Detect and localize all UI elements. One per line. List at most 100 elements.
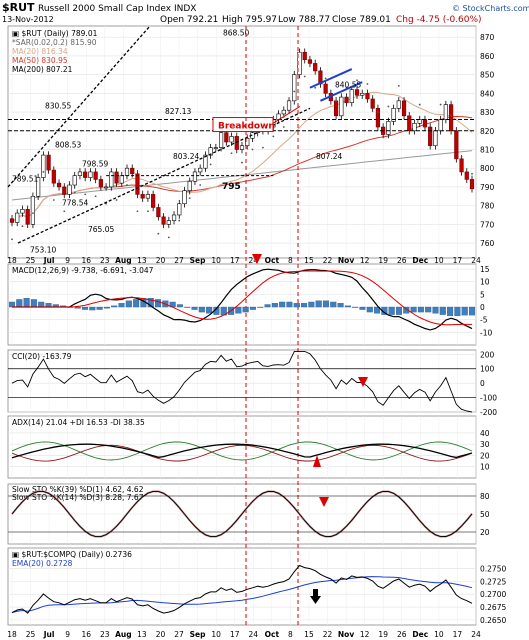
x-tick-label-bottom: Aug <box>115 630 132 639</box>
y-tick-macd: 10 <box>480 278 490 287</box>
sar-dot <box>73 191 76 194</box>
sar-dot <box>157 232 160 235</box>
candle-body <box>145 194 151 199</box>
sar-dot <box>220 148 222 151</box>
macd-signal-line <box>12 270 472 326</box>
candle-body <box>72 175 77 186</box>
sar-dot <box>251 148 254 151</box>
candle-body <box>98 179 103 188</box>
candle-body <box>177 203 182 216</box>
x-tick-label: 23 <box>100 256 110 265</box>
macd-histogram-bar <box>176 304 183 308</box>
sar-dot <box>11 238 13 241</box>
candle-body <box>391 108 396 122</box>
candle-body <box>365 93 370 100</box>
y-tick-price: 800 <box>480 164 495 173</box>
price-legend-2: MA(20) 816.34 <box>12 47 68 56</box>
candle-body <box>187 180 192 191</box>
sar-dot <box>408 114 411 117</box>
x-tick-label: 8 <box>288 256 293 265</box>
sar-dot <box>52 199 55 201</box>
y-tick-price: 850 <box>480 71 495 80</box>
cci-line <box>11 350 473 413</box>
candle-body <box>375 108 381 128</box>
x-tick-label: 15 <box>304 256 314 265</box>
x-tick-label-bottom: 26 <box>397 630 407 639</box>
sar-dot <box>199 184 202 186</box>
x-tick-label-bottom: Dec <box>412 630 428 639</box>
candle-body <box>135 173 140 195</box>
candle-body <box>88 171 93 178</box>
y-tick-ratio: 0.2700 <box>480 590 506 599</box>
macd-histogram-bar <box>271 303 278 308</box>
candle-body <box>302 51 307 60</box>
y-tick-ratio: 0.2750 <box>480 565 506 574</box>
channel-top <box>309 68 353 89</box>
sar-dot <box>241 161 243 164</box>
macd-histogram-bar <box>425 306 432 313</box>
sar-dot <box>439 103 442 106</box>
y-tick-cci: -100 <box>480 394 497 403</box>
macd-histogram-bar <box>264 304 271 308</box>
sar-dot <box>450 114 452 117</box>
candle-body <box>307 59 313 64</box>
sto-k-line <box>11 490 473 538</box>
y-tick-sto: 20 <box>480 528 490 537</box>
y-tick-price: 760 <box>480 239 495 248</box>
x-tick-label: 18 <box>7 256 17 265</box>
candle-body <box>224 132 229 143</box>
price-label: 798.59 <box>82 159 108 168</box>
x-tick-label: 26 <box>397 256 407 265</box>
candle-body <box>313 63 318 72</box>
candle-body <box>114 171 119 184</box>
macd-histogram-bar <box>454 306 461 317</box>
x-tick-label-bottom: 22 <box>323 630 333 639</box>
watermark: © StockCharts.com <box>452 4 529 13</box>
x-tick-label: 22 <box>323 256 333 265</box>
candle-body <box>438 119 443 132</box>
change-value: Chg -4.75 (-0.60%) <box>396 15 482 25</box>
candle-body <box>459 158 464 173</box>
sar-dot <box>94 195 97 198</box>
candle-body <box>412 122 417 132</box>
x-tick-label-bottom: Sep <box>190 630 206 639</box>
macd-histogram-bar <box>191 306 198 310</box>
macd-histogram-bar <box>322 300 329 308</box>
x-tick-label: 10 <box>434 256 444 265</box>
sto-legend-2: Slow STO %K(14) %D(3) 8.28, 7.67 <box>12 493 144 502</box>
plus-di-line <box>11 441 473 461</box>
y-tick-cci: 100 <box>480 365 495 374</box>
candle-body <box>428 126 433 147</box>
macd-histogram-bar <box>118 303 125 308</box>
macd-histogram-bar <box>439 306 446 315</box>
sar-dot <box>178 219 181 222</box>
macd-histogram-bar <box>308 301 315 308</box>
macd-histogram-bar <box>103 306 110 309</box>
macd-histogram-bar <box>359 306 366 310</box>
macd-histogram-bar <box>461 306 468 316</box>
candle-body <box>192 171 198 182</box>
x-tick-label: 16 <box>81 256 91 265</box>
x-tick-label-bottom: 27 <box>174 630 184 639</box>
y-tick-sto: 80 <box>480 492 490 501</box>
macd-histogram-bar <box>184 306 191 308</box>
sar-dot <box>366 83 369 85</box>
macd-histogram-bar <box>468 306 476 316</box>
candle-body <box>218 132 224 148</box>
x-tick-label-bottom: Jul <box>43 630 55 639</box>
sar-dot <box>230 152 233 155</box>
y-tick-macd: 15 <box>480 265 490 274</box>
macd-histogram-bar <box>279 301 286 308</box>
sar-dot <box>209 163 212 166</box>
macd-histogram-bar <box>293 303 300 308</box>
candle-body <box>140 194 145 199</box>
x-tick-label: 19 <box>378 256 388 265</box>
candle-body <box>171 214 177 221</box>
ratio-legend: ▣ $RUT:$COMPQ (Daily) 0.2736 <box>12 550 132 559</box>
macd-histogram-bar <box>286 301 293 308</box>
candle-body <box>464 171 469 180</box>
candle-body <box>401 100 407 117</box>
candle-body <box>67 184 72 195</box>
y-tick-ratio: 0.2650 <box>480 616 506 625</box>
y-tick-cci: 0 <box>480 379 485 388</box>
